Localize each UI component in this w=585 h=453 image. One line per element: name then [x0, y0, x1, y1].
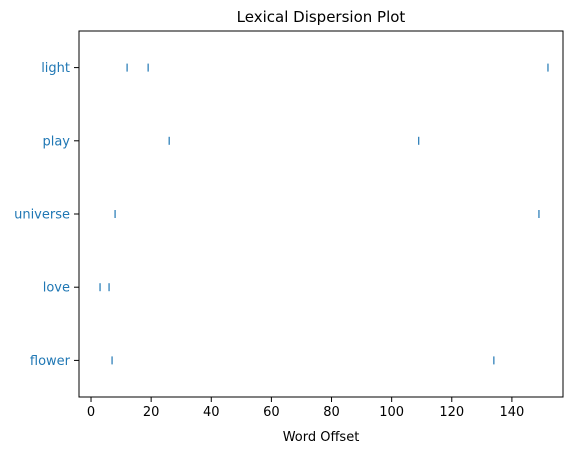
y-tick-label-light: light [41, 61, 70, 76]
plot-area [78, 30, 564, 398]
y-axis: light play universe love flower [14, 61, 79, 369]
y-tick-label-flower: flower [30, 354, 71, 369]
x-tick-label: 100 [379, 405, 404, 420]
chart-title: Lexical Dispersion Plot [237, 8, 406, 26]
x-tick-label: 120 [439, 405, 464, 420]
x-tick-label: 140 [499, 405, 524, 420]
x-axis-label: Word Offset [283, 430, 360, 445]
x-axis: 0 20 40 60 80 100 120 140 [87, 397, 524, 420]
plot-frame [78, 30, 564, 398]
x-tick-label: 40 [203, 405, 220, 420]
y-tick-label-play: play [42, 134, 70, 149]
dispersion-marks [99, 63, 549, 365]
x-tick-label: 20 [143, 405, 160, 420]
y-tick-label-universe: universe [14, 208, 70, 223]
x-tick-label: 0 [87, 405, 95, 420]
x-tick-label: 60 [263, 405, 280, 420]
y-tick-label-love: love [43, 281, 70, 296]
x-tick-label: 80 [323, 405, 340, 420]
